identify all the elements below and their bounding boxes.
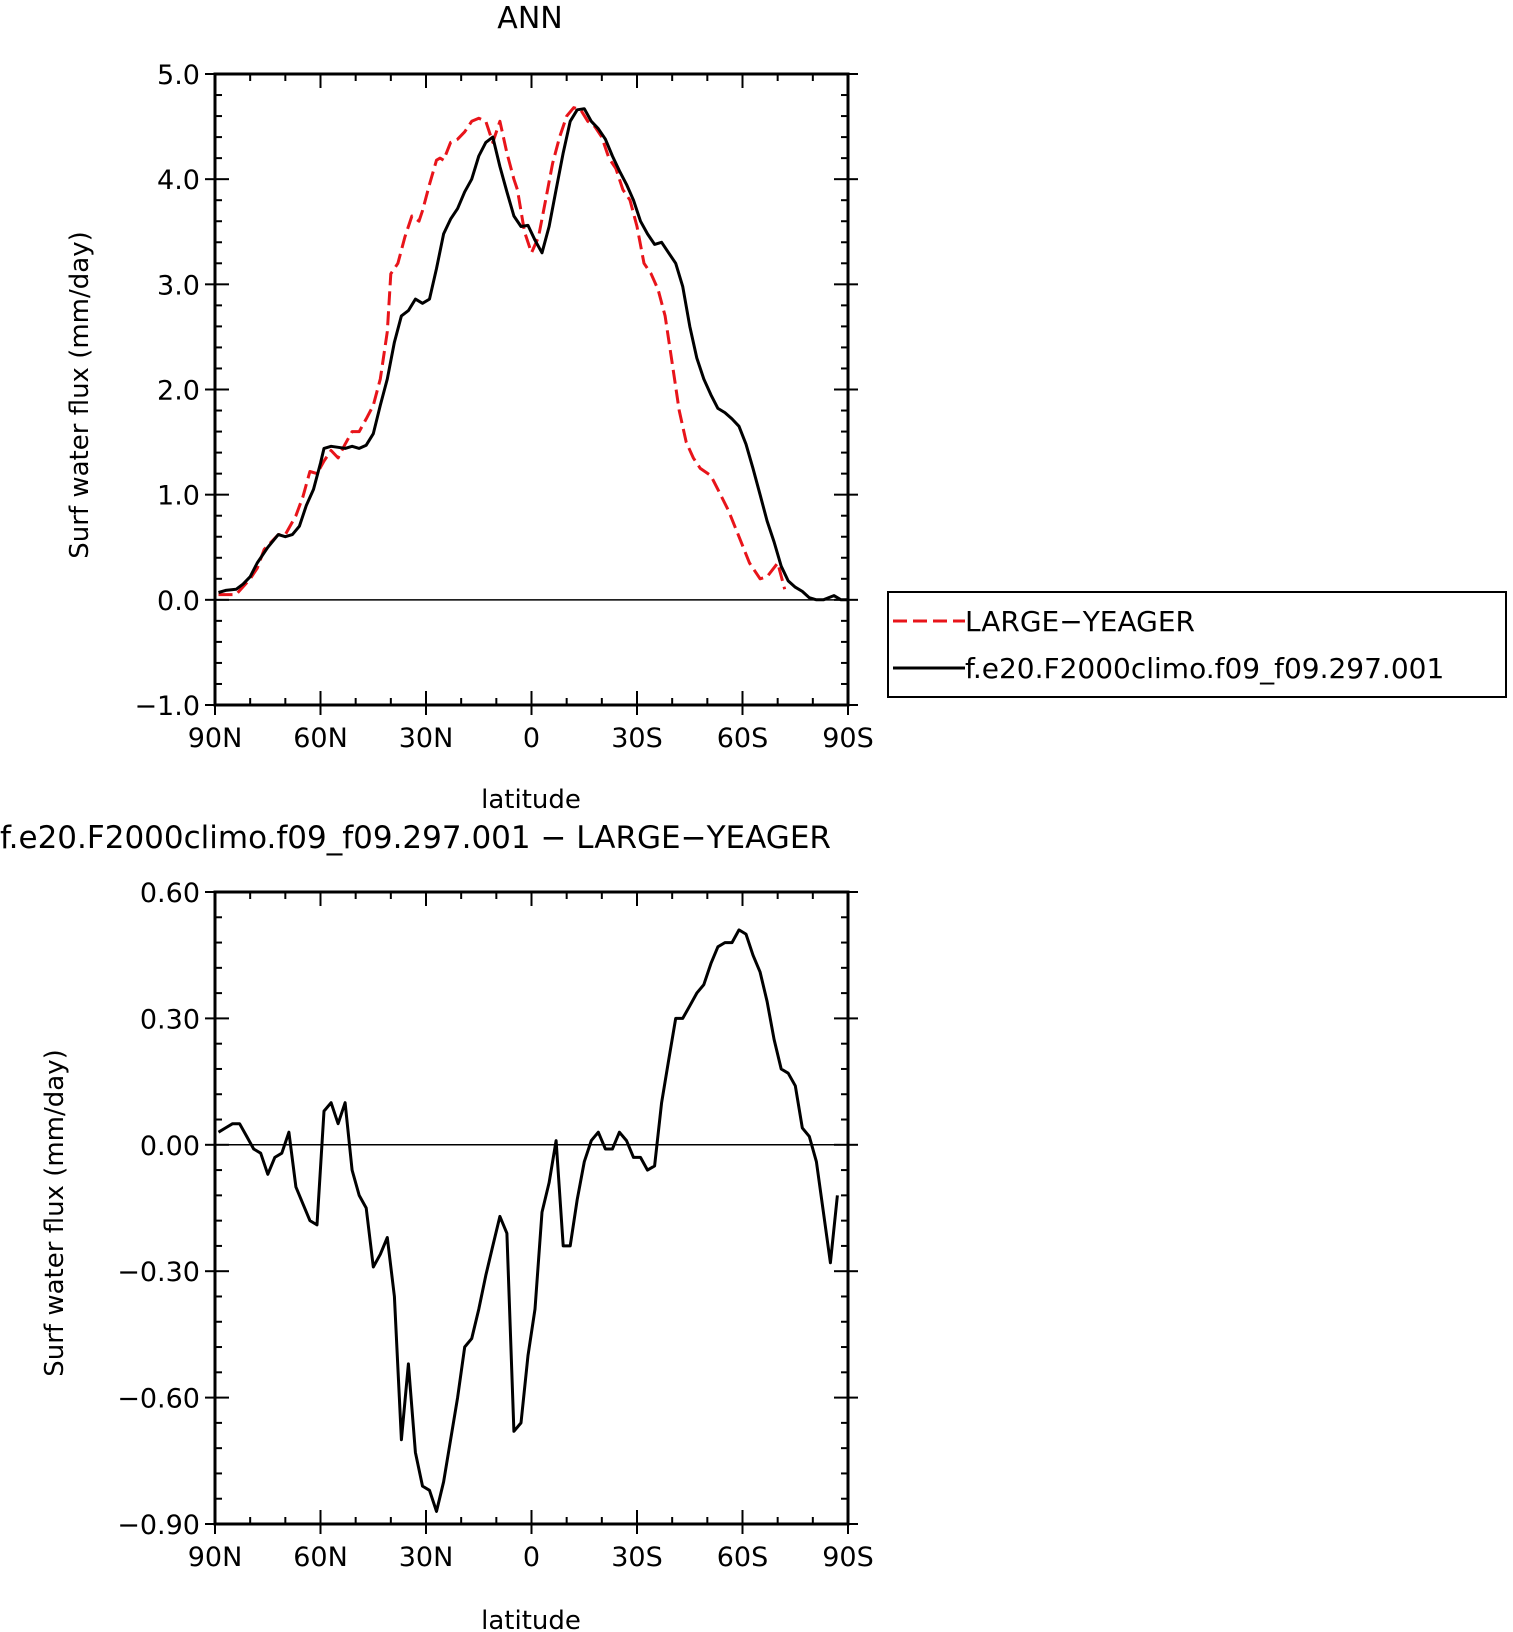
x-tick-label: 30S (611, 1542, 663, 1573)
legend-label-f2000climo: f.e20.F2000climo.f09_f09.297.001 (965, 652, 1444, 685)
top-panel-x-axis-label: latitude (481, 785, 581, 815)
x-tick-label: 0 (523, 723, 540, 754)
y-tick-label: 1.0 (157, 481, 200, 512)
bottom-panel-plot-frame (213, 890, 850, 1526)
top-panel-series-line-1 (218, 107, 848, 602)
legend-label-large-yeager: LARGE−YEAGER (965, 605, 1195, 638)
x-tick-label: 60S (717, 723, 769, 754)
top-panel-ticks: 90N 60N 30N 0 30S 60S 90S −1.0 0.0 1.0 2.0 3.0 4.0 5.… (134, 60, 873, 754)
top-panel-plot-frame (213, 72, 850, 707)
x-tick-label: 90S (822, 723, 874, 754)
y-tick-label: 2.0 (157, 376, 200, 407)
bottom-panel-ticks: 90N 60N 30N 0 30S 60S 90S −0.90 −0.60 −0.30 0.00 0.… (117, 878, 874, 1573)
y-tick-label: 4.0 (157, 165, 200, 196)
x-tick-label: 90N (188, 723, 243, 754)
top-panel: ANN Surf water flux (mm/day) latitude 90… (65, 1, 874, 815)
top-panel-y-axis-label: Surf water flux (mm/day) (65, 231, 95, 558)
x-tick-label: 60N (293, 723, 348, 754)
top-panel-title: ANN (497, 1, 562, 36)
x-tick-label: 60N (293, 1542, 348, 1573)
bottom-panel-y-axis-label: Surf water flux (mm/day) (40, 1049, 70, 1376)
x-tick-label: 60S (717, 1542, 769, 1573)
legend: LARGE−YEAGER f.e20.F2000climo.f09_f09.29… (887, 591, 1507, 698)
top-panel-series (215, 106, 848, 602)
y-tick-label: 0.30 (140, 1004, 200, 1035)
y-tick-label: 0.00 (140, 1131, 200, 1162)
legend-box (887, 591, 1507, 698)
bottom-panel-x-axis-label: latitude (481, 1606, 581, 1632)
bottom-panel: f.e20.F2000climo.f09_f09.297.001 − LARGE… (0, 820, 874, 1632)
x-tick-label: 30N (399, 723, 454, 754)
bottom-panel-title: f.e20.F2000climo.f09_f09.297.001 − LARGE… (0, 820, 831, 856)
x-tick-label: 30N (399, 1542, 454, 1573)
y-tick-label: −1.0 (134, 691, 200, 722)
bottom-panel-series (215, 928, 848, 1513)
y-tick-label: 0.0 (157, 586, 200, 617)
x-tick-label: 90S (822, 1542, 874, 1573)
y-tick-label: 5.0 (157, 60, 200, 91)
y-tick-label: −0.90 (117, 1510, 200, 1541)
x-tick-label: 90N (188, 1542, 243, 1573)
x-tick-label: 30S (611, 723, 663, 754)
x-tick-label: 0 (523, 1542, 540, 1573)
y-tick-label: −0.60 (117, 1384, 200, 1415)
top-panel-series-line-0 (218, 106, 787, 597)
y-tick-label: −0.30 (117, 1257, 200, 1288)
bottom-panel-series-line-0 (217, 928, 839, 1513)
y-tick-label: 3.0 (157, 270, 200, 301)
y-tick-label: 0.60 (140, 878, 200, 909)
